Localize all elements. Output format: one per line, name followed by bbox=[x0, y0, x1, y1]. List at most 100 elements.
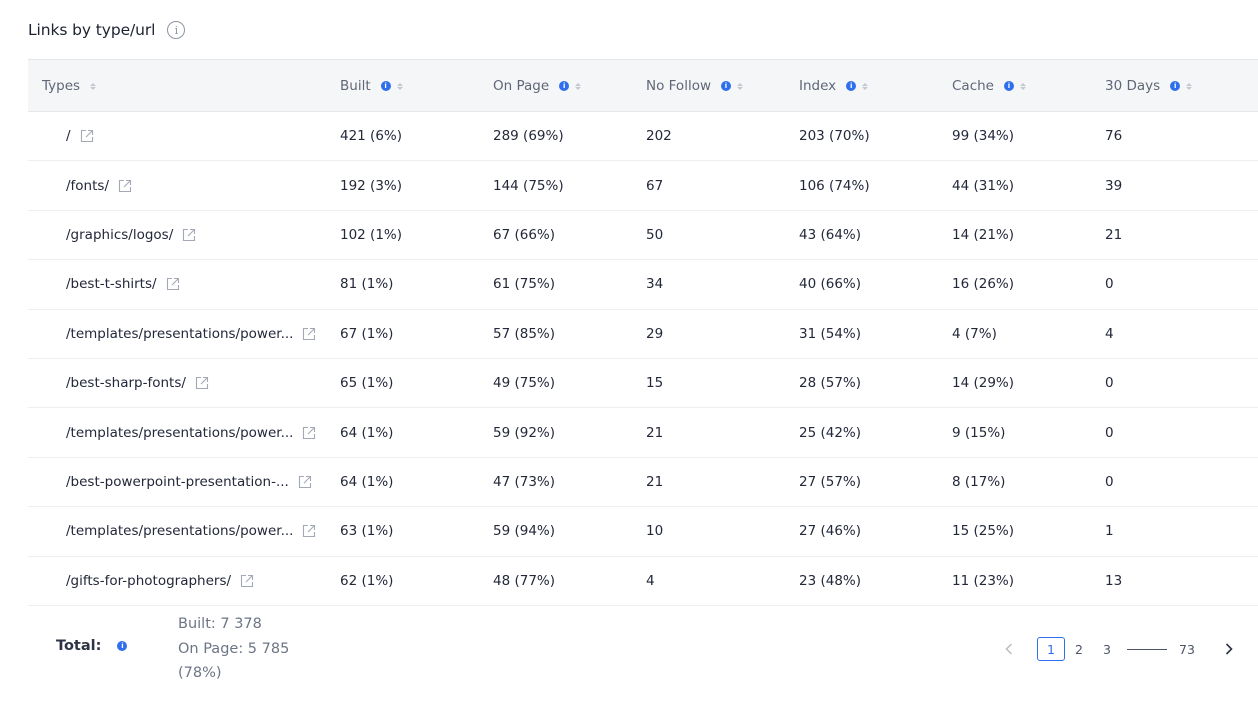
cell-value: 65 (1%) bbox=[340, 375, 394, 392]
column-header-types[interactable]: Types bbox=[42, 60, 97, 112]
cell-value: 64 (1%) bbox=[340, 424, 394, 441]
external-link-icon[interactable] bbox=[298, 475, 312, 489]
cell-value: 0 bbox=[1105, 375, 1114, 392]
external-link-icon[interactable] bbox=[240, 574, 254, 588]
cell-types: /fonts/ bbox=[66, 161, 132, 209]
cell-value: 21 bbox=[646, 473, 664, 490]
cell-value: 49 (75%) bbox=[493, 375, 556, 392]
total-label-group: Total: i bbox=[56, 638, 128, 654]
url-text[interactable]: /fonts/ bbox=[66, 177, 109, 194]
cell-built: 421 (6%) bbox=[340, 112, 402, 160]
url-text[interactable]: /templates/presentations/power... bbox=[66, 523, 294, 540]
cell-value: 59 (94%) bbox=[493, 523, 556, 540]
table-row: /gifts-for-photographers/62 (1%) 48 (77%)… bbox=[28, 557, 1258, 606]
info-dot-icon[interactable]: i bbox=[721, 81, 731, 91]
page-3[interactable]: 3 bbox=[1103, 641, 1111, 657]
external-link-icon[interactable] bbox=[182, 228, 196, 242]
url-text[interactable]: /templates/presentations/power... bbox=[66, 325, 294, 342]
cell-types: /templates/presentations/power... bbox=[66, 408, 316, 456]
total-info-icon[interactable]: i bbox=[117, 641, 128, 651]
sort-icon[interactable] bbox=[575, 82, 582, 90]
cell-index: 31 (54%) bbox=[799, 310, 861, 358]
page-2[interactable]: 2 bbox=[1075, 641, 1083, 657]
info-outline-icon[interactable]: i bbox=[167, 21, 186, 39]
external-link-icon[interactable] bbox=[302, 327, 316, 341]
info-dot-icon[interactable]: i bbox=[1170, 81, 1181, 91]
info-dot-icon[interactable]: i bbox=[846, 81, 857, 91]
column-header-cache[interactable]: Cache i bbox=[952, 60, 1026, 112]
url-text[interactable]: /best-sharp-fonts/ bbox=[66, 375, 186, 392]
column-header-on-page[interactable]: On Page i bbox=[493, 60, 582, 112]
external-link-icon[interactable] bbox=[302, 524, 316, 538]
cell-value: 34 bbox=[646, 276, 664, 293]
external-link-icon[interactable] bbox=[166, 277, 180, 291]
external-link-icon[interactable] bbox=[80, 129, 94, 143]
cell-no-follow: 21 bbox=[646, 458, 663, 506]
cell-built: 65 (1%) bbox=[340, 359, 393, 407]
table-header: Types Built i On Page i No Follow i Index i Cache… bbox=[28, 59, 1258, 112]
cell-index: 43 (64%) bbox=[799, 211, 861, 259]
cell-value: 31 (54%) bbox=[799, 325, 862, 342]
cell-value: 47 (73%) bbox=[493, 473, 556, 490]
cell-value: 203 (70%) bbox=[799, 128, 870, 145]
cell-built: 64 (1%) bbox=[340, 408, 393, 456]
url-text[interactable]: /best-powerpoint-presentation-... bbox=[66, 473, 289, 490]
sort-icon[interactable] bbox=[1019, 82, 1026, 90]
total-on-page-pct: (78%) bbox=[178, 665, 222, 681]
cell-days-30: 76 bbox=[1105, 112, 1122, 160]
url-text[interactable]: /graphics/logos/ bbox=[66, 226, 174, 243]
sort-icon[interactable] bbox=[862, 82, 869, 90]
external-link-icon[interactable] bbox=[302, 426, 316, 440]
cell-value: 106 (74%) bbox=[799, 177, 870, 194]
table-row: /templates/presentations/power... 64 (1%)… bbox=[28, 408, 1258, 458]
cell-value: 50 bbox=[646, 226, 664, 243]
cell-value: 14 (29%) bbox=[952, 375, 1015, 392]
url-text[interactable]: /templates/presentations/power... bbox=[66, 424, 294, 441]
cell-types: /graphics/logos/ bbox=[66, 211, 196, 259]
column-label: Types bbox=[42, 78, 81, 94]
cell-cache: 8 (17%) bbox=[952, 458, 1005, 506]
chevron-left-icon[interactable] bbox=[995, 637, 1023, 661]
table-row: / 421 (6%) 289 (69%) 202 203 (70%) 99 (34%) 76 bbox=[28, 112, 1258, 162]
url-text[interactable]: /best-t-shirts/ bbox=[66, 276, 157, 293]
url-text[interactable]: / bbox=[66, 128, 71, 145]
page-1[interactable]: 1 bbox=[1037, 637, 1065, 661]
cell-index: 203 (70%) bbox=[799, 112, 870, 160]
cell-value: 28 (57%) bbox=[799, 375, 862, 392]
cell-days-30: 21 bbox=[1105, 211, 1122, 259]
column-header-no-follow[interactable]: No Follow i bbox=[646, 60, 743, 112]
page-last[interactable]: 73 bbox=[1179, 641, 1195, 657]
table-row: /best-sharp-fonts/65 (1%) 49 (75%) 15 28 (5… bbox=[28, 359, 1258, 409]
column-header-built[interactable]: Built i bbox=[340, 60, 403, 112]
cell-on-page: 48 (77%) bbox=[493, 557, 555, 605]
info-dot-icon[interactable]: i bbox=[559, 81, 570, 91]
pagination: 1 2 3 73 bbox=[995, 637, 1243, 661]
chevron-right-icon[interactable] bbox=[1215, 637, 1243, 661]
column-label: Index bbox=[799, 78, 837, 94]
cell-no-follow: 4 bbox=[646, 557, 655, 605]
cell-days-30: 0 bbox=[1105, 408, 1114, 456]
column-header-days-30[interactable]: 30 Days i bbox=[1105, 60, 1193, 112]
cell-cache: 9 (15%) bbox=[952, 408, 1005, 456]
url-text[interactable]: /gifts-for-photographers/ bbox=[66, 572, 232, 589]
sort-icon[interactable] bbox=[396, 82, 403, 90]
column-header-index[interactable]: Index i bbox=[799, 60, 869, 112]
cell-days-30: 4 bbox=[1105, 310, 1114, 358]
sort-icon[interactable] bbox=[90, 82, 97, 90]
external-link-icon[interactable] bbox=[118, 179, 132, 193]
cell-cache: 14 (29%) bbox=[952, 359, 1014, 407]
sort-icon[interactable] bbox=[1186, 82, 1193, 90]
sort-icon[interactable] bbox=[737, 82, 743, 90]
cell-index: 106 (74%) bbox=[799, 161, 870, 209]
info-dot-icon[interactable]: i bbox=[1003, 81, 1014, 91]
cell-value: 23 (48%) bbox=[799, 572, 862, 589]
external-link-icon[interactable] bbox=[195, 376, 209, 390]
cell-index: 23 (48%) bbox=[799, 557, 861, 605]
cell-no-follow: 29 bbox=[646, 310, 663, 358]
table-body: / 421 (6%) 289 (69%) 202 203 (70%) 99 (34%) 76… bbox=[28, 112, 1258, 606]
cell-cache: 16 (26%) bbox=[952, 260, 1014, 308]
info-dot-icon[interactable]: i bbox=[380, 81, 391, 91]
cell-on-page: 57 (85%) bbox=[493, 310, 555, 358]
cell-value: 25 (42%) bbox=[799, 424, 862, 441]
cell-value: 4 bbox=[1105, 325, 1114, 342]
